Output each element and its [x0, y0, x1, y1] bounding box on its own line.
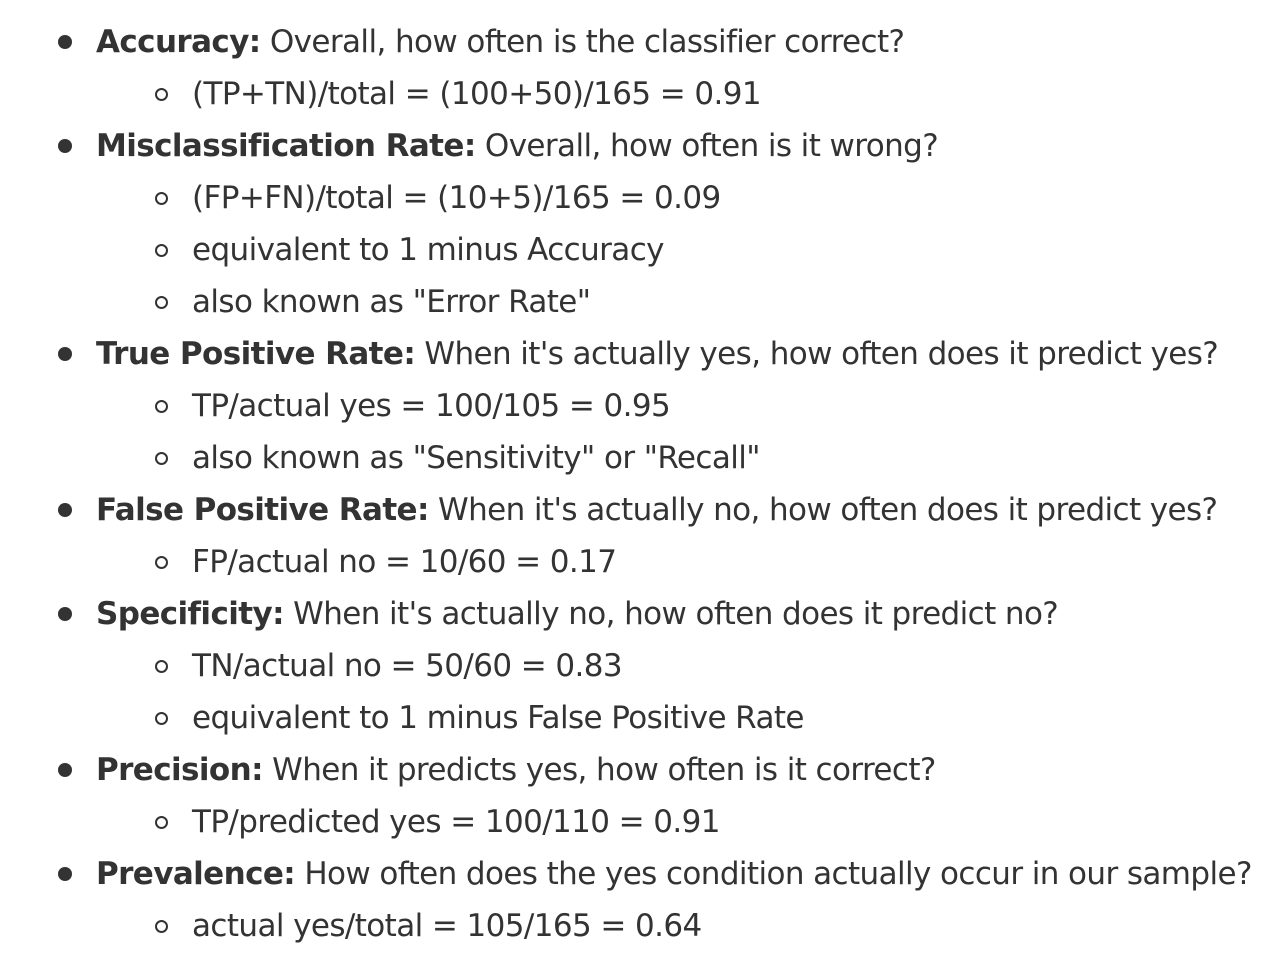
metric-detail-text: actual yes/total = 105/165 = 0.64: [192, 908, 702, 944]
metric-detail: actual yes/total = 105/165 = 0.64: [0, 900, 1272, 952]
metric-detail-text: also known as "Sensitivity" or "Recall": [192, 440, 761, 476]
metric-item-accuracy: Accuracy: Overall, how often is the clas…: [0, 16, 1272, 120]
metric-line: Specificity: When it's actually no, how …: [96, 588, 1272, 640]
metric-item-specificity: Specificity: When it's actually no, how …: [0, 588, 1272, 744]
metric-details-list: TP/predicted yes = 100/110 = 0.91: [96, 796, 1272, 848]
bullet-circle-icon: [155, 556, 168, 569]
bullet-disc-icon: [58, 503, 72, 517]
bullet-disc-icon: [58, 139, 72, 153]
metric-description: Overall, how often is the classifier cor…: [269, 24, 905, 60]
metric-detail: also known as "Sensitivity" or "Recall": [0, 432, 1272, 484]
metric-item-false-positive-rate: False Positive Rate: When it's actually …: [0, 484, 1272, 588]
metric-line: Accuracy: Overall, how often is the clas…: [96, 16, 1272, 68]
metric-details-list: FP/actual no = 10/60 = 0.17: [96, 536, 1272, 588]
metric-detail-text: TP/actual yes = 100/105 = 0.95: [192, 388, 671, 424]
metric-item-true-positive-rate: True Positive Rate: When it's actually y…: [0, 328, 1272, 484]
metric-details-list: (FP+FN)/total = (10+5)/165 = 0.09 equiva…: [96, 172, 1272, 328]
bullet-circle-icon: [155, 400, 168, 413]
metric-line: True Positive Rate: When it's actually y…: [96, 328, 1272, 380]
bullet-circle-icon: [155, 452, 168, 465]
metric-term: Precision:: [96, 752, 263, 788]
bullet-circle-icon: [155, 88, 168, 101]
bullet-circle-icon: [155, 816, 168, 829]
bullet-disc-icon: [58, 763, 72, 777]
metric-line: Misclassification Rate: Overall, how oft…: [96, 120, 1272, 172]
metric-details-list: TN/actual no = 50/60 = 0.83 equivalent t…: [96, 640, 1272, 744]
bullet-circle-icon: [155, 244, 168, 257]
metric-detail-text: (TP+TN)/total = (100+50)/165 = 0.91: [192, 76, 762, 112]
metric-detail-text: (FP+FN)/total = (10+5)/165 = 0.09: [192, 180, 721, 216]
metric-line: Prevalence: How often does the yes condi…: [96, 848, 1272, 900]
bullet-circle-icon: [155, 712, 168, 725]
bullet-circle-icon: [155, 660, 168, 673]
metric-details-list: actual yes/total = 105/165 = 0.64: [96, 900, 1272, 952]
metric-detail: FP/actual no = 10/60 = 0.17: [0, 536, 1272, 588]
metric-item-prevalence: Prevalence: How often does the yes condi…: [0, 848, 1272, 952]
metric-term: Accuracy:: [96, 24, 261, 60]
metric-term: Specificity:: [96, 596, 284, 632]
metric-detail-text: equivalent to 1 minus Accuracy: [192, 232, 664, 268]
metric-item-misclassification-rate: Misclassification Rate: Overall, how oft…: [0, 120, 1272, 328]
metric-description: When it predicts yes, how often is it co…: [272, 752, 936, 788]
metric-detail: equivalent to 1 minus Accuracy: [0, 224, 1272, 276]
bullet-circle-icon: [155, 296, 168, 309]
metric-description: How often does the yes condition actuall…: [304, 856, 1252, 892]
metric-details-list: TP/actual yes = 100/105 = 0.95 also know…: [96, 380, 1272, 484]
metric-term: False Positive Rate:: [96, 492, 429, 528]
bullet-disc-icon: [58, 35, 72, 49]
metric-detail-text: equivalent to 1 minus False Positive Rat…: [192, 700, 804, 736]
metric-item-precision: Precision: When it predicts yes, how oft…: [0, 744, 1272, 848]
metric-detail: equivalent to 1 minus False Positive Rat…: [0, 692, 1272, 744]
bullet-disc-icon: [58, 347, 72, 361]
metric-details-list: (TP+TN)/total = (100+50)/165 = 0.91: [96, 68, 1272, 120]
metric-description: When it's actually yes, how often does i…: [424, 336, 1219, 372]
metric-term: True Positive Rate:: [96, 336, 416, 372]
metric-detail: (TP+TN)/total = (100+50)/165 = 0.91: [0, 68, 1272, 120]
metric-description: When it's actually no, how often does it…: [293, 596, 1059, 632]
bullet-circle-icon: [155, 920, 168, 933]
metric-detail-text: also known as "Error Rate": [192, 284, 591, 320]
metric-detail: also known as "Error Rate": [0, 276, 1272, 328]
metric-detail-text: TN/actual no = 50/60 = 0.83: [192, 648, 623, 684]
metric-detail: TN/actual no = 50/60 = 0.83: [0, 640, 1272, 692]
metric-description: Overall, how often is it wrong?: [484, 128, 939, 164]
metric-detail-text: FP/actual no = 10/60 = 0.17: [192, 544, 617, 580]
metric-detail: (FP+FN)/total = (10+5)/165 = 0.09: [0, 172, 1272, 224]
bullet-circle-icon: [155, 192, 168, 205]
metric-line: False Positive Rate: When it's actually …: [96, 484, 1272, 536]
metric-detail-text: TP/predicted yes = 100/110 = 0.91: [192, 804, 721, 840]
metric-term: Misclassification Rate:: [96, 128, 476, 164]
metric-line: Precision: When it predicts yes, how oft…: [96, 744, 1272, 796]
metric-detail: TP/actual yes = 100/105 = 0.95: [0, 380, 1272, 432]
metric-description: When it's actually no, how often does it…: [438, 492, 1218, 528]
metric-term: Prevalence:: [96, 856, 296, 892]
bullet-disc-icon: [58, 867, 72, 881]
metric-detail: TP/predicted yes = 100/110 = 0.91: [0, 796, 1272, 848]
bullet-disc-icon: [58, 607, 72, 621]
